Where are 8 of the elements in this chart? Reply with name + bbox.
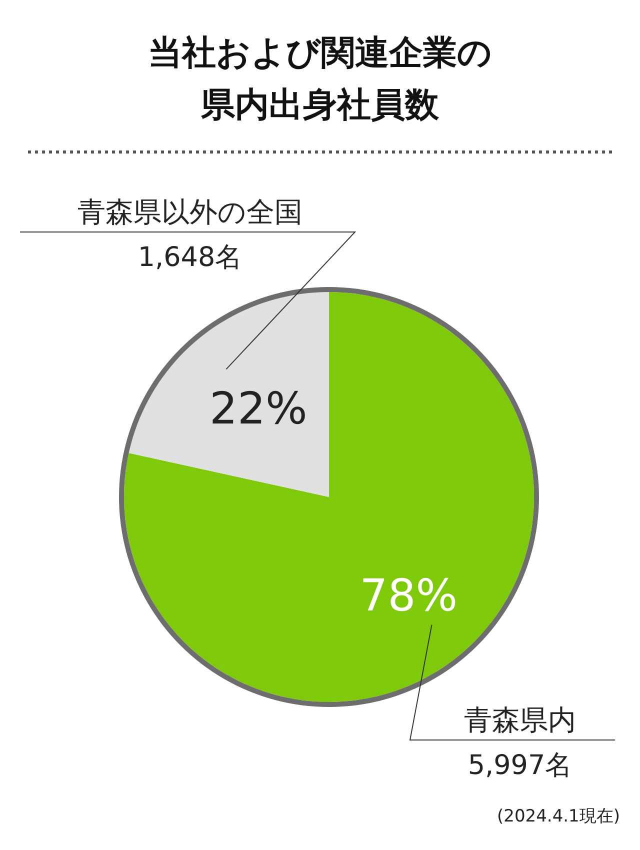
text: 22% xyxy=(209,384,308,435)
slice-label: 青森県以外の全国 xyxy=(78,196,302,228)
chart-title: 当社および関連企業の県内出身社員数 xyxy=(148,33,492,125)
data-label: 1,648名 xyxy=(138,242,242,273)
text: (2024.4.1現在) xyxy=(497,806,620,826)
text: 78% xyxy=(360,570,458,622)
data-label: 5,997名 xyxy=(468,750,572,781)
slice-label: 青森県内 xyxy=(464,704,576,736)
